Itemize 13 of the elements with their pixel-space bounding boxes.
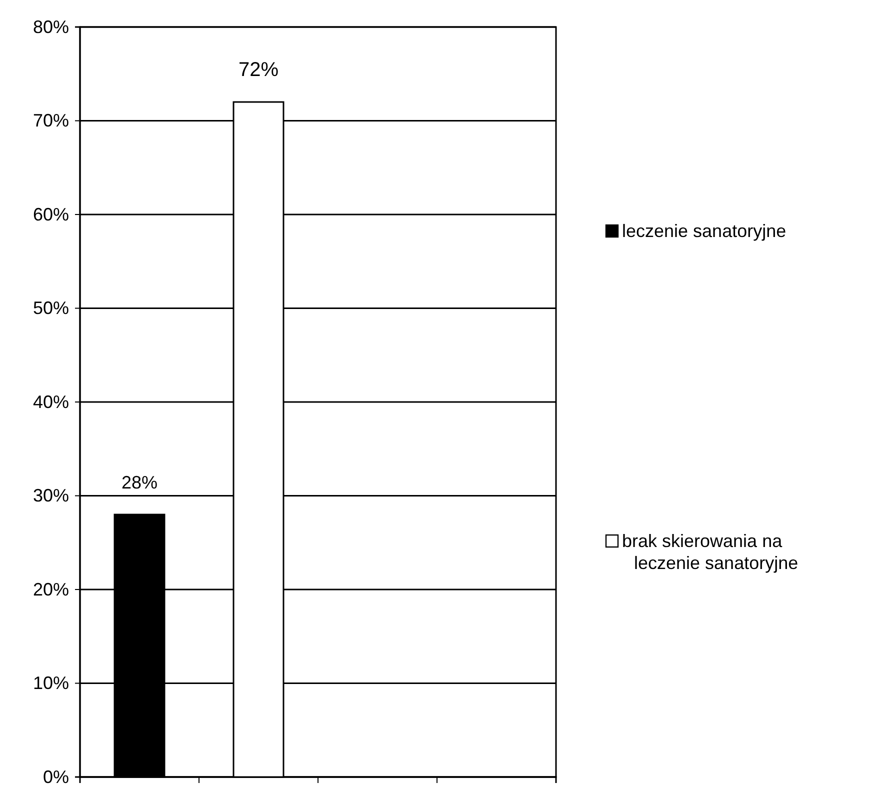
y-tick-label: 80% [32, 16, 69, 37]
y-tick-label: 40% [32, 392, 69, 412]
y-tick-label: 20% [32, 579, 69, 600]
data-label: 28% [121, 472, 158, 492]
y-tick-label: 50% [32, 298, 69, 318]
legend-label: brak skierowania na leczenie sanatoryjne [622, 531, 798, 573]
y-tick-label: 60% [32, 204, 69, 224]
y-tick-label: 30% [32, 486, 69, 506]
legend-label: leczenie sanatoryjne [622, 221, 786, 241]
data-label: 72% [238, 59, 279, 81]
y-tick-label: 0% [42, 766, 69, 787]
y-tick-label: 70% [32, 110, 69, 131]
y-tick-label: 10% [32, 673, 69, 694]
